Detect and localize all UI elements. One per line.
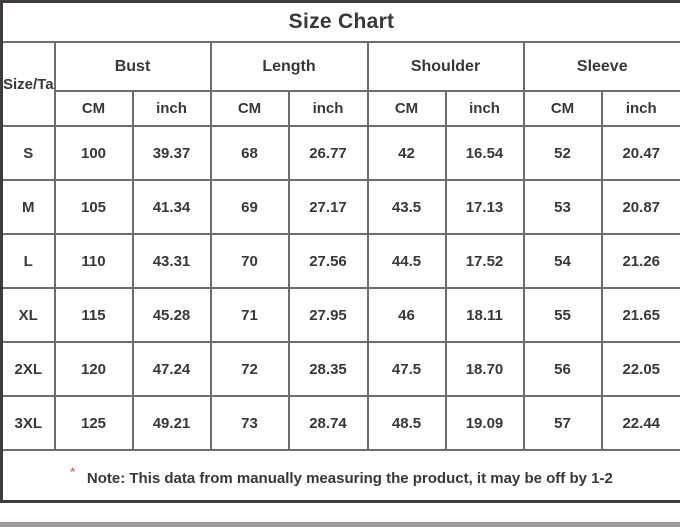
note-asterisk: * (70, 464, 75, 479)
measurement-cell: 19.09 (444, 395, 525, 451)
table-row-m: M 105 41.34 69 27.17 43.5 17.13 53 20.87 (0, 179, 680, 235)
measurement-cell: 27.95 (287, 287, 369, 343)
measurement-cell: 115 (53, 287, 134, 343)
column-group-shoulder: Shoulder (366, 41, 525, 92)
measurement-cell: 18.11 (444, 287, 525, 343)
unit-header-shoulder-cm: CM (366, 90, 447, 127)
column-group-sleeve: Sleeve (522, 41, 680, 92)
note-cell: * Note: This data from manually measuring… (0, 449, 680, 503)
table-row-xl: XL 115 45.28 71 27.95 46 18.11 55 21.65 (0, 287, 680, 343)
measurement-cell: 22.05 (600, 341, 680, 397)
measurement-cell: 17.13 (444, 179, 525, 235)
measurement-cell: 45.28 (131, 287, 212, 343)
column-group-bust: Bust (53, 41, 212, 92)
measurement-cell: 73 (209, 395, 290, 451)
measurement-cell: 71 (209, 287, 290, 343)
column-group-length: Length (209, 41, 369, 92)
measurement-cell: 41.34 (131, 179, 212, 235)
measurement-cell: 22.44 (600, 395, 680, 451)
measurement-cell: 47.5 (366, 341, 447, 397)
size-label: S (0, 125, 56, 181)
measurement-cell: 44.5 (366, 233, 447, 289)
unit-header-length-cm: CM (209, 90, 290, 127)
table-row-l: L 110 43.31 70 27.56 44.5 17.52 54 21.26 (0, 233, 680, 289)
title-row: Size Chart (0, 0, 680, 43)
measurement-cell: 56 (522, 341, 603, 397)
column-group-row: Size/Tag Bust Length Shoulder Sleeve (0, 41, 680, 127)
measurement-cell: 28.74 (287, 395, 369, 451)
measurement-cell: 43.5 (366, 179, 447, 235)
size-label: 3XL (0, 395, 56, 451)
table-row-3xl: 3XL 125 49.21 73 28.74 48.5 19.09 57 22.… (0, 395, 680, 451)
size-chart-table: Size Chart Size/Tag Bust Length Shoulder… (0, 0, 680, 503)
measurement-cell: 46 (366, 287, 447, 343)
measurement-cell: 17.52 (444, 233, 525, 289)
table-row-2xl: 2XL 120 47.24 72 28.35 47.5 18.70 56 22.… (0, 341, 680, 397)
measurement-cell: 21.26 (600, 233, 680, 289)
size-label: XL (0, 287, 56, 343)
measurement-cell: 39.37 (131, 125, 212, 181)
unit-header-bust-cm: CM (53, 90, 134, 127)
measurement-cell: 120 (53, 341, 134, 397)
measurement-cell: 125 (53, 395, 134, 451)
note-text: Note: This data from manually measuring … (86, 469, 613, 487)
measurement-cell: 21.65 (600, 287, 680, 343)
unit-header-shoulder-inch: inch (444, 90, 525, 127)
unit-header-row: CM inch CM inch CM inch CM inch (2, 90, 680, 127)
measurement-cell: 18.70 (444, 341, 525, 397)
measurement-cell: 53 (522, 179, 603, 235)
measurement-cell: 100 (53, 125, 134, 181)
measurement-cell: 68 (209, 125, 290, 181)
unit-header-length-inch: inch (287, 90, 369, 127)
measurement-cell: 110 (53, 233, 134, 289)
table-row-s: S 100 39.37 68 26.77 42 16.54 52 20.47 (0, 125, 680, 181)
measurement-cell: 26.77 (287, 125, 369, 181)
measurement-cell: 72 (209, 341, 290, 397)
measurement-cell: 16.54 (444, 125, 525, 181)
page-title: Size Chart (0, 0, 680, 43)
unit-header-bust-inch: inch (131, 90, 212, 127)
unit-header-sleeve-inch: inch (600, 90, 680, 127)
measurement-cell: 28.35 (287, 341, 369, 397)
measurement-cell: 70 (209, 233, 290, 289)
unit-header-sleeve-cm: CM (522, 90, 603, 127)
size-label: 2XL (0, 341, 56, 397)
cutoff-strip (0, 522, 680, 527)
measurement-cell: 52 (522, 125, 603, 181)
measurement-cell: 105 (53, 179, 134, 235)
measurement-cell: 27.17 (287, 179, 369, 235)
measurement-cell: 20.47 (600, 125, 680, 181)
measurement-cell: 49.21 (131, 395, 212, 451)
measurement-cell: 20.87 (600, 179, 680, 235)
measurement-cell: 27.56 (287, 233, 369, 289)
size-label: L (0, 233, 56, 289)
measurement-cell: 55 (522, 287, 603, 343)
measurement-cell: 69 (209, 179, 290, 235)
measurement-cell: 47.24 (131, 341, 212, 397)
measurement-cell: 48.5 (366, 395, 447, 451)
measurement-cell: 42 (366, 125, 447, 181)
corner-header-size-tag: Size/Tag (0, 41, 56, 127)
size-label: M (0, 179, 56, 235)
measurement-cell: 43.31 (131, 233, 212, 289)
measurement-cell: 57 (522, 395, 603, 451)
measurement-cell: 54 (522, 233, 603, 289)
note-row: * Note: This data from manually measuring… (0, 449, 680, 503)
